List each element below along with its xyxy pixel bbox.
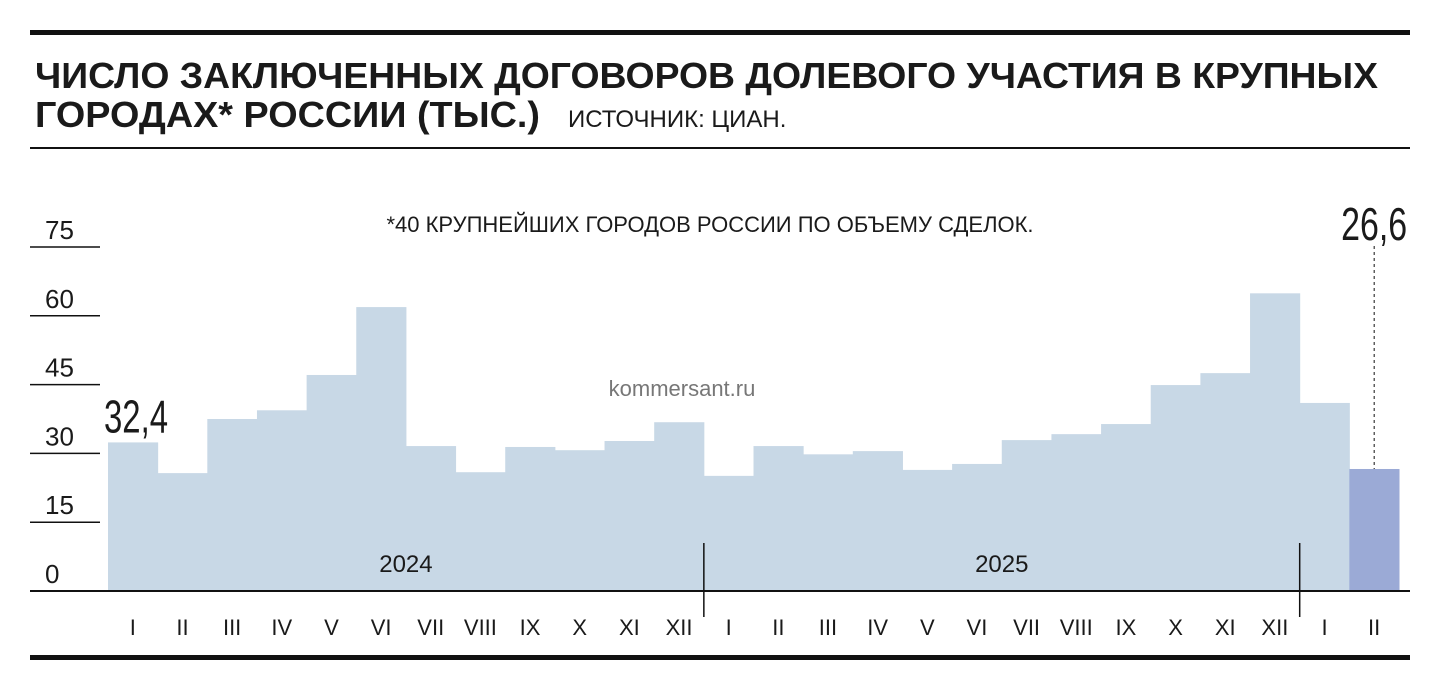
x-tick-label: XII	[666, 615, 693, 640]
value-label: 32,4	[104, 390, 168, 442]
bar	[952, 463, 1003, 591]
bar	[852, 451, 903, 591]
bar	[108, 442, 159, 591]
x-tick-label: X	[572, 615, 587, 640]
bar	[1349, 468, 1400, 591]
x-tick-label: I	[130, 615, 136, 640]
x-tick-label: XII	[1261, 615, 1288, 640]
x-tick-label: I	[1321, 615, 1327, 640]
bar	[1250, 293, 1301, 591]
chart-title: ГОРОДАХ* РОССИИ (ТЫС.)	[35, 94, 540, 135]
x-tick-label: VII	[1013, 615, 1040, 640]
year-label: 2025	[975, 551, 1028, 578]
bar	[405, 446, 457, 591]
x-tick-label: II	[772, 615, 784, 640]
bar	[604, 441, 655, 591]
bar	[753, 446, 804, 591]
footnote: *40 КРУПНЕЙШИХ ГОРОДОВ РОССИИ ПО ОБЪЕМУ …	[386, 212, 1033, 237]
x-tick-label: IV	[867, 615, 888, 640]
bar	[554, 450, 606, 591]
bar	[207, 419, 258, 591]
x-tick-label: III	[819, 615, 837, 640]
bar	[455, 472, 506, 591]
x-tick-label: XI	[1215, 615, 1236, 640]
x-tick-label: II	[1368, 615, 1380, 640]
bar	[306, 374, 357, 591]
bar	[1299, 402, 1350, 591]
x-tick-label: V	[324, 615, 339, 640]
bar	[1001, 440, 1052, 591]
x-tick-label: XI	[619, 615, 640, 640]
x-tick-label: III	[223, 615, 241, 640]
bar	[505, 446, 556, 591]
x-tick-label: IX	[520, 615, 541, 640]
x-tick-label: X	[1168, 615, 1183, 640]
bar	[803, 454, 854, 591]
bar	[256, 410, 308, 591]
bar	[157, 473, 208, 591]
y-tick-label: 15	[45, 490, 74, 520]
y-tick-label: 30	[45, 421, 74, 451]
bar	[902, 469, 953, 591]
bar	[1051, 434, 1102, 591]
x-tick-label: IX	[1116, 615, 1137, 640]
bar	[654, 422, 705, 591]
bar	[1150, 385, 1201, 591]
bar	[1101, 424, 1152, 591]
x-tick-label: VI	[371, 615, 392, 640]
x-tick-label: V	[920, 615, 935, 640]
year-label: 2024	[379, 551, 432, 578]
y-tick-label: 60	[45, 284, 74, 314]
x-tick-label: VI	[967, 615, 988, 640]
y-tick-label: 75	[45, 215, 74, 245]
y-tick-label: 45	[45, 353, 74, 383]
x-tick-label: VII	[417, 615, 444, 640]
x-tick-label: II	[176, 615, 188, 640]
watermark: kommersant.ru	[609, 376, 756, 401]
value-label: 26,6	[1341, 198, 1407, 250]
bottom-rule	[30, 655, 1410, 660]
bar	[703, 475, 754, 591]
bar	[356, 307, 407, 591]
top-rule	[30, 30, 1410, 35]
x-tick-label: VIII	[464, 615, 497, 640]
x-tick-label: IV	[271, 615, 292, 640]
chart-title: ЧИСЛО ЗАКЛЮЧЕННЫХ ДОГОВОРОВ ДОЛЕВОГО УЧА…	[35, 55, 1378, 96]
bar	[1200, 373, 1251, 591]
rule	[30, 147, 1410, 149]
x-tick-label: I	[726, 615, 732, 640]
y-tick-label: 0	[45, 559, 59, 589]
x-tick-label: VIII	[1060, 615, 1093, 640]
source: ИСТОЧНИК: ЦИАН.	[568, 106, 786, 133]
